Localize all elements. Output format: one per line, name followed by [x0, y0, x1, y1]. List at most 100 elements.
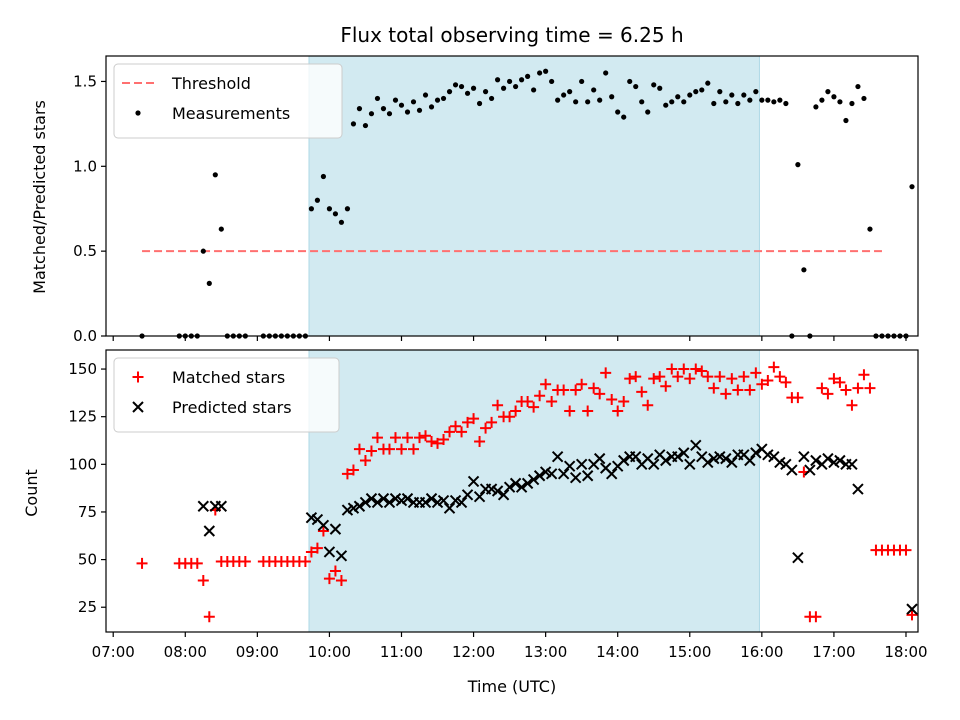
bottom-observing-span [308, 349, 760, 633]
top-measurements-point [368, 111, 375, 117]
top-measurements-point [759, 97, 765, 103]
top-measurements-point [555, 97, 561, 103]
top-measurements-point [675, 94, 681, 100]
bottom-matched-stars-point [858, 369, 870, 381]
bottom-matched-stars-point [558, 384, 570, 396]
bottom-matched-stars-point [654, 371, 666, 383]
top-measurements-point [693, 89, 699, 95]
bottom-matched-stars-point [738, 371, 750, 383]
bottom-legend-label: Predicted stars [172, 398, 292, 417]
top-measurements-point [416, 107, 423, 113]
bottom-predicted-stars-point [630, 450, 642, 463]
bottom-predicted-stars-point [509, 477, 522, 490]
bottom-matched-stars-point [540, 378, 552, 390]
top-measurements-point [579, 78, 585, 85]
top-measurements-point [705, 80, 711, 86]
top-measurements-point [687, 92, 693, 98]
bottom-matched-stars-point [371, 432, 383, 444]
bottom-predicted-stars-point [648, 458, 660, 471]
top-measurements-point [356, 106, 363, 112]
bottom-matched-stars-point [450, 420, 462, 432]
bottom-matched-stars-point [696, 365, 708, 377]
top-measurements-point [482, 89, 489, 95]
top-measurements-point [494, 77, 501, 83]
bottom-matched-stars-point [456, 426, 468, 438]
bottom-matched-stars-point [816, 382, 828, 394]
bottom-predicted-stars-point [810, 454, 822, 467]
top-measurements-point [603, 70, 609, 76]
bottom-matched-stars-point [642, 399, 654, 411]
bottom-predicted-stars-point [605, 468, 618, 480]
bottom-matched-stars-point [480, 422, 492, 434]
top-measurements-point [573, 99, 579, 105]
top-measurements-point [314, 197, 321, 203]
top-measurements-point [777, 97, 783, 103]
bottom-predicted-stars-point [545, 468, 558, 480]
bottom-matched-stars-point [395, 443, 407, 455]
top-measurements-point [392, 97, 399, 103]
bottom-predicted-stars-point [744, 454, 756, 467]
bottom-predicted-stars-point [317, 519, 330, 532]
top-measurements-point [663, 102, 669, 108]
bottom-matched-stars-point [426, 435, 438, 447]
bottom-predicted-stars-point [798, 450, 810, 463]
bottom-x-tick-label: 11:00 [380, 643, 423, 661]
bottom-y-axis-label: Count [22, 469, 41, 517]
top-measurements-point [410, 99, 417, 105]
bottom-matched-stars-point [708, 382, 720, 394]
bottom-matched-stars-point [660, 380, 672, 392]
bottom-matched-stars-point [900, 544, 912, 556]
top-legend-box [113, 63, 343, 139]
bottom-x-tick-label: 17:00 [812, 643, 855, 661]
bottom-matched-stars-point [624, 373, 636, 385]
top-measurements-point [609, 94, 615, 100]
bottom-matched-stars-point [564, 405, 576, 417]
bottom-matched-stars-point [414, 432, 426, 444]
top-measurements-point [338, 219, 345, 225]
bottom-matched-stars-point [420, 430, 432, 442]
top-measurements-point [200, 248, 206, 254]
bottom-matched-stars-point [203, 611, 215, 623]
bottom-matched-stars-point [720, 388, 732, 400]
top-measurements-point [591, 87, 597, 93]
top-measurements-point [909, 184, 915, 190]
bottom-legend-label: Matched stars [172, 368, 285, 387]
bottom-legend-box [113, 357, 340, 433]
bottom-predicted-stars-point [575, 458, 588, 471]
bottom-matched-stars-point [822, 388, 834, 400]
bottom-matched-stars-point [600, 367, 612, 379]
bottom-x-tick-label: 09:00 [236, 643, 279, 661]
bottom-matched-stars-point [528, 401, 540, 413]
bottom-matched-stars-point [606, 394, 618, 406]
bottom-x-tick-label: 10:00 [308, 643, 351, 661]
top-measurements-point [543, 68, 549, 74]
bottom-x-tick-label: 12:00 [452, 643, 495, 661]
top-measurements-point [398, 102, 405, 108]
bottom-matched-stars-point [389, 432, 401, 444]
x-axis-label: Time (UTC) [467, 677, 556, 696]
bottom-y-tick-label: 50 [78, 551, 97, 569]
bottom-predicted-stars-point [335, 550, 348, 562]
bottom-predicted-stars-point [365, 492, 378, 505]
top-measurements-point [699, 87, 705, 93]
top-measurements-point [669, 99, 675, 105]
top-chart: 0.0 0.5 1.0 1.5 Threshold Measurements [73, 55, 919, 345]
bottom-predicted-stars-point [467, 475, 480, 488]
bottom-matched-stars-point [365, 445, 377, 457]
bottom-predicted-stars-point [786, 464, 798, 476]
bottom-matched-stars-point [612, 405, 624, 417]
bottom-predicted-stars-point [846, 458, 858, 471]
bottom-predicted-stars-point [359, 496, 372, 509]
bottom-predicted-stars-point [720, 452, 732, 465]
top-measurements-point [639, 99, 645, 105]
top-measurements-point [585, 99, 591, 105]
top-measurements-point [212, 172, 218, 178]
top-measurements-point [795, 162, 801, 168]
bottom-matched-stars-point [570, 384, 582, 396]
top-measurements-point [801, 267, 807, 273]
bottom-predicted-stars-point [197, 500, 210, 512]
bottom-x-tick-label: 08:00 [164, 643, 207, 661]
bottom-matched-stars-point [618, 395, 630, 407]
bottom-matched-stars-point [305, 546, 317, 558]
bottom-matched-stars-point [768, 361, 780, 373]
